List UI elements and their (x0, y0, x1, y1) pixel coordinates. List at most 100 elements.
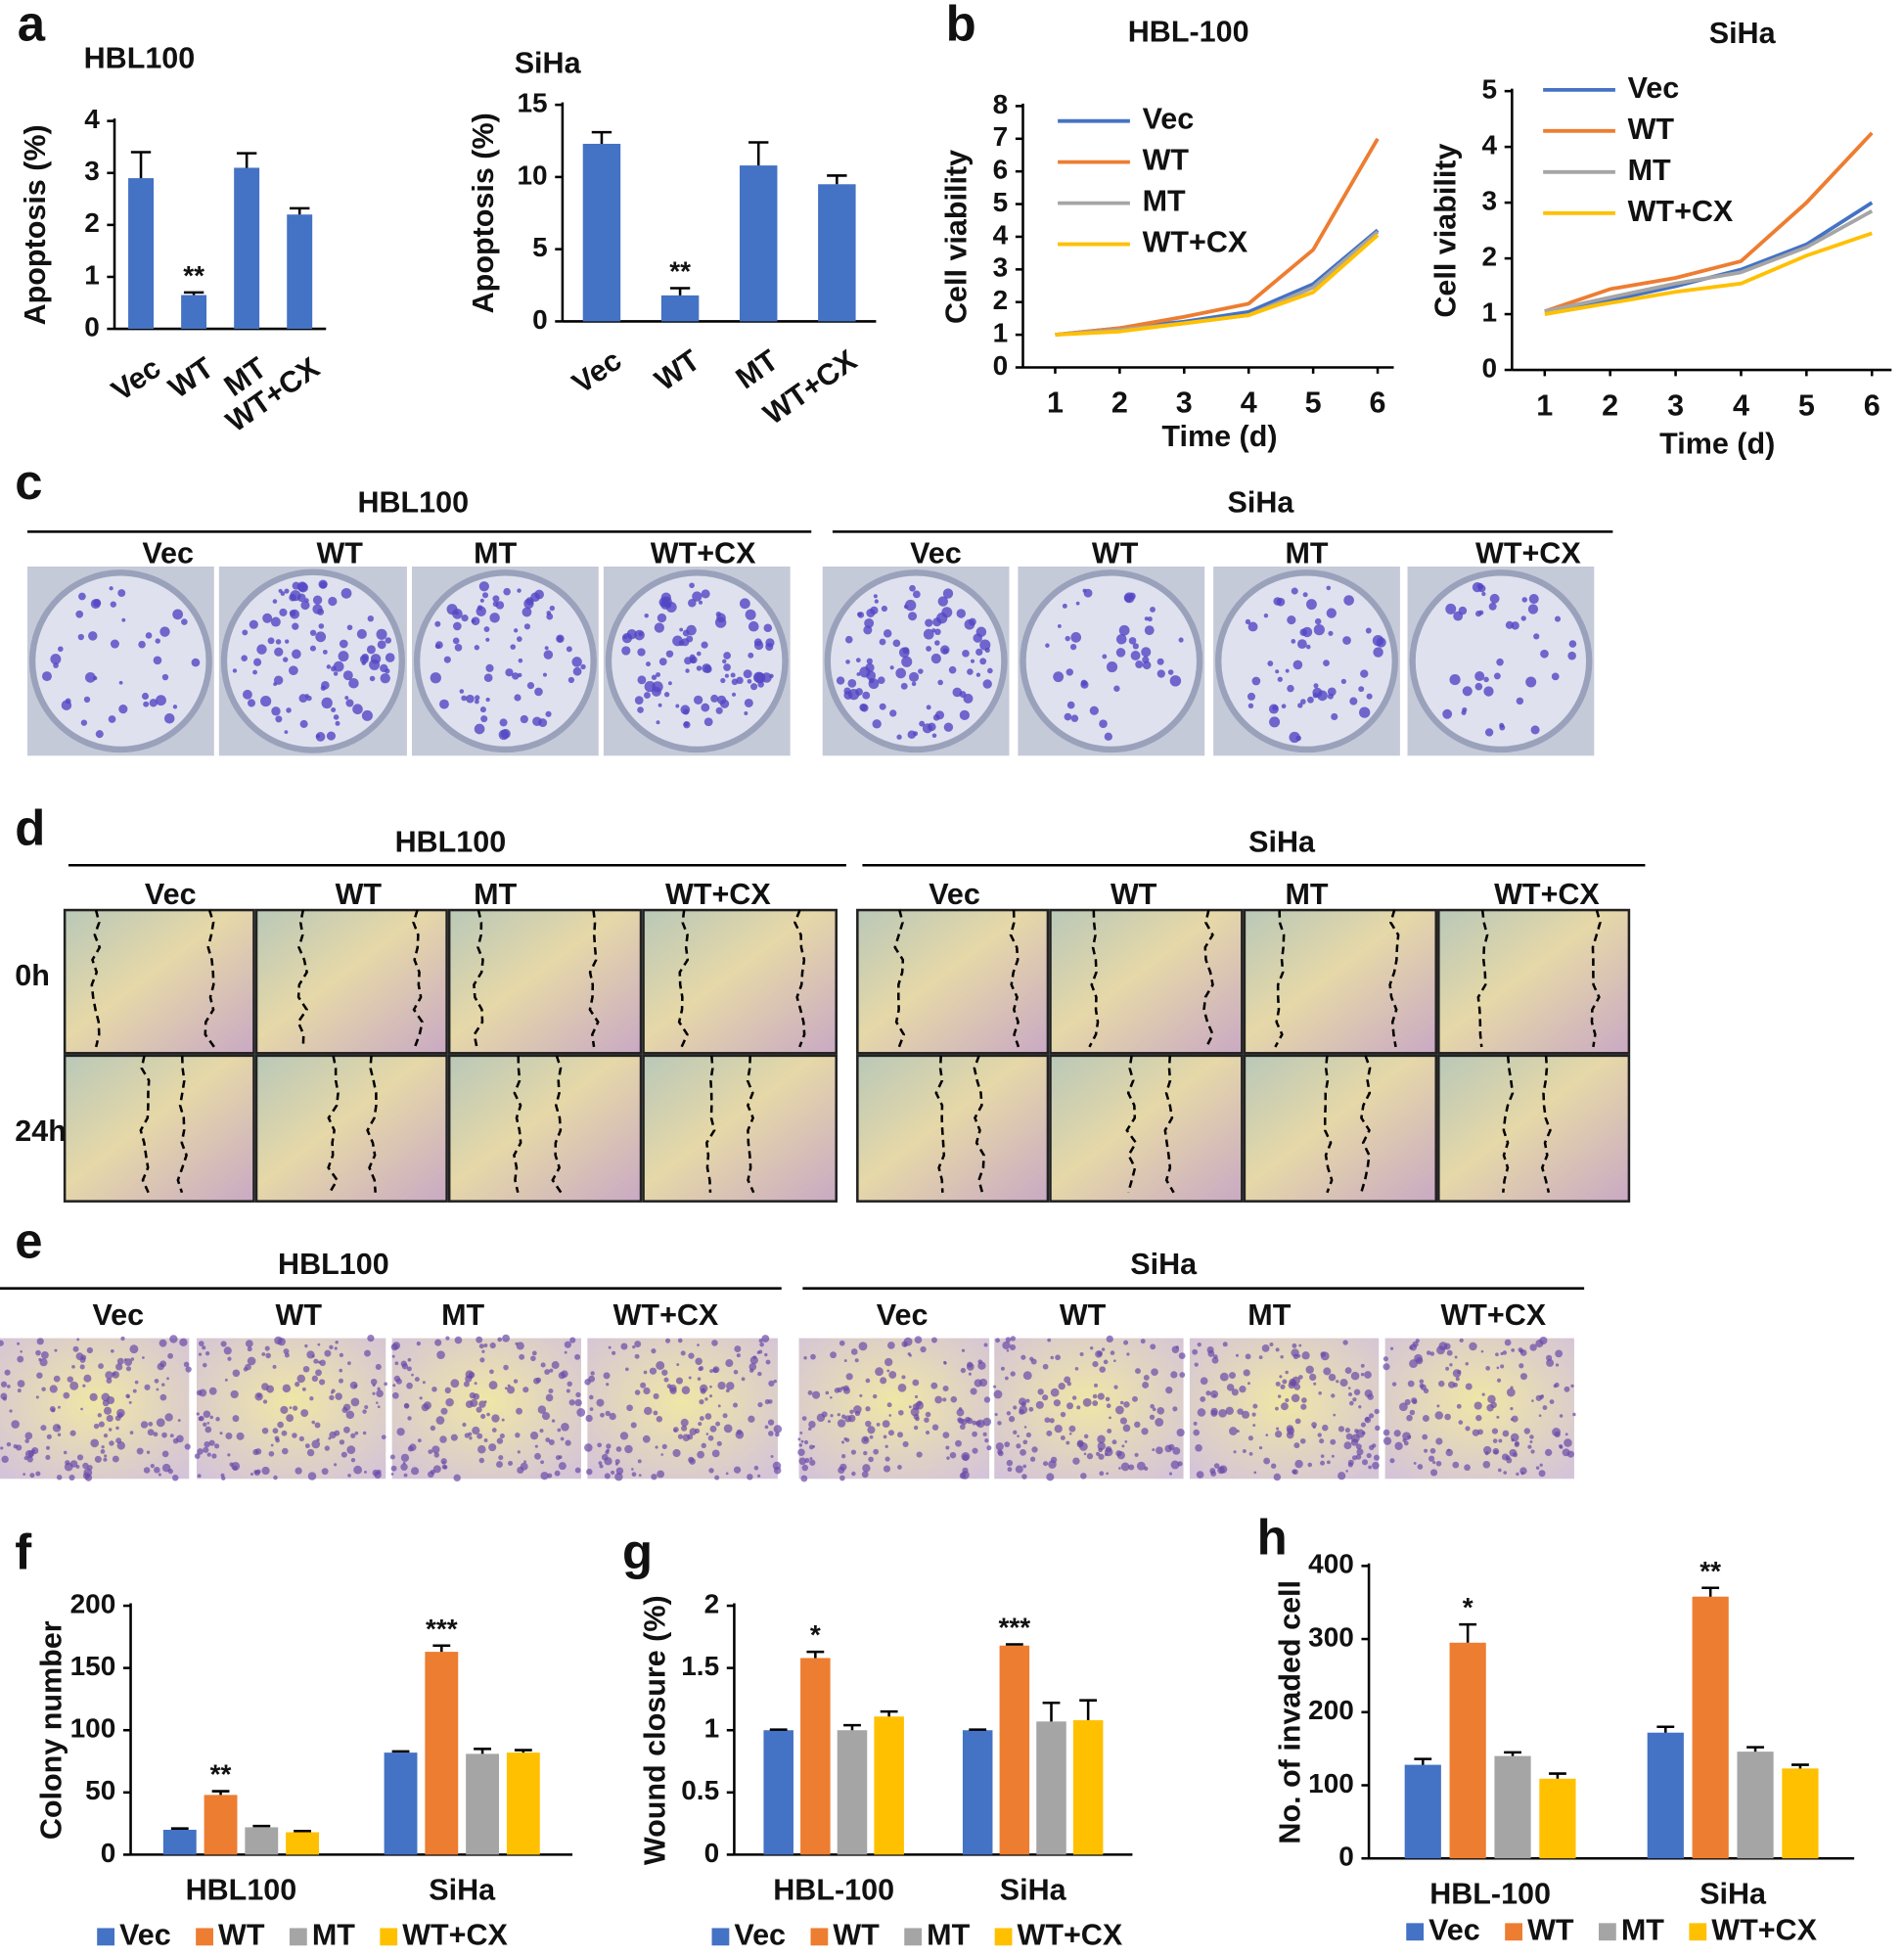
cell (1428, 1455, 1435, 1462)
cell (392, 1342, 401, 1350)
chart-title: HBL100 (84, 41, 196, 74)
colony (335, 720, 340, 726)
cell (661, 1443, 667, 1449)
cell (1518, 1347, 1523, 1352)
cell (850, 1449, 857, 1455)
cell (434, 1339, 442, 1346)
cell (450, 1379, 460, 1388)
cell (296, 1374, 306, 1384)
x-tick-label: 3 (1176, 387, 1193, 420)
cell (1168, 1443, 1175, 1451)
colony (864, 617, 875, 628)
cell (834, 1388, 840, 1393)
cell (496, 1437, 504, 1444)
cell (883, 1434, 887, 1439)
cell (13, 1444, 18, 1449)
cell (197, 1474, 202, 1479)
cell (606, 1443, 612, 1449)
cell (341, 1406, 348, 1413)
cell (945, 1445, 950, 1450)
cell (798, 1443, 803, 1447)
colony (545, 710, 552, 717)
cell (346, 1445, 356, 1454)
colony (430, 672, 441, 684)
cell (801, 1416, 807, 1421)
cell (1021, 1474, 1027, 1479)
colony (285, 639, 290, 644)
y-axis-label: Apoptosis (%) (19, 124, 52, 325)
colony (765, 642, 774, 652)
colony (845, 660, 850, 664)
cell (1115, 1450, 1122, 1457)
colony (862, 691, 871, 700)
cell (1165, 1387, 1173, 1394)
cell (1546, 1358, 1555, 1367)
colony (322, 649, 328, 655)
cell (765, 1359, 771, 1365)
panel-letter: a (18, 0, 46, 52)
cell (315, 1369, 322, 1377)
cell (1343, 1441, 1352, 1450)
colony (908, 612, 918, 621)
cell (1404, 1398, 1411, 1405)
colony (510, 644, 517, 650)
colony (309, 645, 317, 652)
cell (286, 1414, 295, 1423)
cell (1553, 1384, 1558, 1388)
cell (605, 1410, 611, 1417)
cell (208, 1387, 217, 1395)
column-label: WT+CX (613, 1298, 719, 1332)
cell (1542, 1405, 1548, 1410)
cell (1412, 1398, 1418, 1405)
cell (450, 1434, 458, 1441)
cell (169, 1434, 174, 1438)
colony (872, 719, 882, 729)
cell (45, 1445, 50, 1450)
cell (1348, 1392, 1353, 1397)
colony (542, 672, 547, 677)
cell (913, 1425, 919, 1431)
colony (479, 706, 486, 713)
colony (634, 696, 644, 705)
cell (488, 1381, 498, 1389)
cell (209, 1415, 214, 1420)
cell (1261, 1343, 1270, 1352)
cell (1170, 1371, 1178, 1379)
bar (1737, 1752, 1774, 1859)
panel-letter: d (15, 799, 45, 855)
colony (361, 660, 367, 665)
cell (656, 1416, 663, 1423)
cell (711, 1449, 720, 1458)
cell (534, 1444, 538, 1448)
cell (863, 1436, 869, 1442)
column-label: WT (1060, 1298, 1107, 1332)
colony (644, 613, 649, 618)
cell (347, 1361, 351, 1366)
cell (1098, 1453, 1105, 1460)
colony (1118, 624, 1130, 636)
colony (1525, 676, 1537, 688)
cell (1495, 1352, 1499, 1357)
cell (1022, 1439, 1028, 1445)
cell (884, 1456, 890, 1462)
colony (701, 703, 710, 712)
cell (177, 1419, 181, 1423)
x-tick-label: 4 (1733, 388, 1749, 422)
cell (354, 1431, 359, 1435)
y-tick-label: 3 (1482, 185, 1498, 215)
colony (1326, 585, 1332, 591)
y-tick-label: 2 (704, 1588, 720, 1618)
legend-label: WT+CX (1628, 195, 1734, 228)
cell (254, 1448, 262, 1455)
cell (1002, 1341, 1011, 1350)
cell (925, 1430, 930, 1435)
cell (390, 1473, 394, 1476)
colony (912, 590, 921, 599)
cell (517, 1450, 521, 1454)
annotation: ** (669, 256, 691, 287)
colony (720, 677, 726, 684)
cell (925, 1411, 931, 1418)
cell (6, 1441, 12, 1447)
x-tick-label: 2 (1602, 388, 1618, 422)
colony (1299, 628, 1307, 636)
